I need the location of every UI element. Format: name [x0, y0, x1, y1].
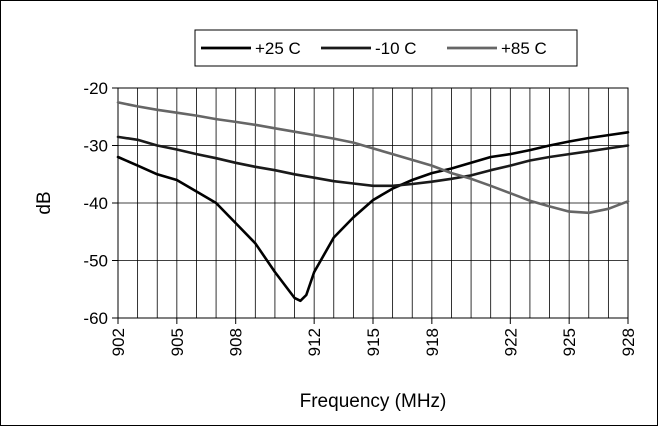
series-line-3 — [116, 101, 630, 215]
x-axis-tick-labels: 902 905 908 912 915 918 922 925 928 — [109, 328, 638, 356]
legend-box — [194, 29, 578, 67]
y-axis-title: dB — [34, 191, 55, 214]
x-tick-label: 918 — [423, 328, 442, 356]
y-tick-label: -20 — [83, 79, 108, 98]
series-line-2 — [116, 135, 630, 188]
x-axis-title: Frequency (MHz) — [300, 391, 447, 412]
y-tick-label: -40 — [83, 194, 108, 213]
x-tick-label: 915 — [364, 328, 383, 356]
x-tick-label: 902 — [109, 328, 128, 356]
x-tick-label: 912 — [305, 328, 324, 356]
x-tick-label: 928 — [619, 328, 638, 356]
y-tick-label: -50 — [83, 252, 108, 271]
series-layer — [116, 101, 630, 303]
x-tick-label: 925 — [560, 328, 579, 356]
y-axis-tick-labels: -20 -30 -40 -50 -60 — [83, 79, 108, 328]
legend-label: +25 C — [255, 39, 301, 58]
series-line-1 — [116, 131, 630, 303]
x-tick-label: 908 — [227, 328, 246, 356]
legend: +25 C -10 C +85 C — [194, 29, 578, 67]
x-tick-label: 905 — [168, 328, 187, 356]
legend-label: -10 C — [375, 39, 417, 58]
axis-ticks — [112, 87, 629, 324]
y-tick-label: -60 — [83, 309, 108, 328]
x-tick-label: 922 — [501, 328, 520, 356]
legend-label: +85 C — [501, 39, 547, 58]
y-tick-label: -30 — [83, 137, 108, 156]
